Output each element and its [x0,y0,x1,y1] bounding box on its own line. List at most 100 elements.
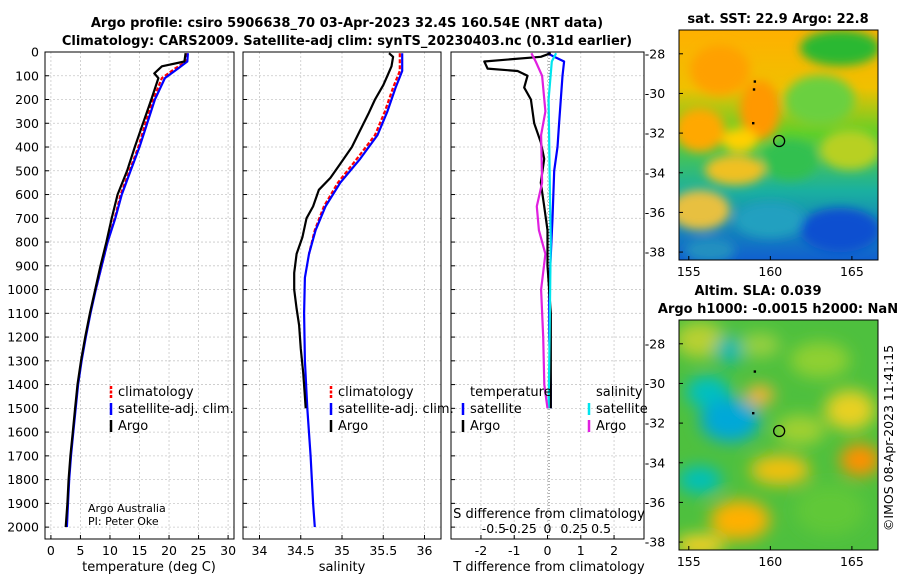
salinity-axes-frame [242,51,442,540]
depth-tick-label: 1000 [7,282,39,297]
difference-grid [451,51,644,539]
figure-title-line2: Climatology: CARS2009. Satellite-adj cli… [62,34,632,49]
depth-tick-label: 1300 [7,353,39,368]
x-tick-label: 20 [161,543,177,558]
longitude-tick-label: 165 [840,264,864,279]
s-diff-tick-label: 0.5 [591,521,611,536]
x-tick-label: -2 [475,543,487,558]
legend-title-salinity: salinity [596,385,643,400]
s-diff-tick-label: -0.5 [482,521,506,536]
series-line-argo [293,52,395,409]
legend-label-climatology: climatology [338,385,414,400]
legend-label-argo: Argo [338,419,368,434]
legend-label-satellite: satellite-adj. clim. [338,402,454,417]
legend-label-s-satellite: satellite [596,402,648,417]
depth-tick-label: 200 [15,92,39,107]
salinity-grid [243,51,441,539]
latitude-tick-label: -36 [645,495,665,510]
sst-map-panel: sat. SST: 22.9 Argo: 22.8 155 160 165 -28 -3… [645,12,879,279]
sst-field-image [679,30,878,260]
latitude-tick-label: -32 [645,126,665,141]
latitude-tick-label: -32 [645,416,665,431]
sla-map-title-line1: Altim. SLA: 0.039 [695,284,822,299]
x-tick-label: 1 [577,543,585,558]
series-line-climatology [94,53,188,290]
latitude-tick-label: -38 [645,535,665,550]
latitude-tick-label: -30 [645,86,665,101]
temperature-grid [45,51,234,539]
argo-position-marker [773,134,786,148]
difference-panel: -2 -1 0 1 2 -0.5-0.25 0 0.25 0.5 S difference fr… [450,51,648,575]
longitude-tick-label: 155 [677,264,701,279]
legend-label-t-argo: Argo [470,419,500,434]
series-line-s-argo [530,52,549,409]
x-tick-label: 10 [102,543,118,558]
longitude-tick-label: 165 [840,554,864,569]
credit-pi-name: PI: Peter Oke [88,515,159,528]
legend-label-satellite: satellite-adj. clim. [118,402,234,417]
depth-tick-label: 1600 [7,425,39,440]
x-tick-label: 36 [417,543,433,558]
depth-tick-label: 1700 [7,448,39,463]
depth-tick-label: 1100 [7,306,39,321]
previous-position-marker [752,88,756,91]
previous-position-marker [753,80,757,83]
salinity-legend: climatology satellite-adj. clim. Argo [329,385,454,434]
depth-tick-label: 500 [15,163,39,178]
temperature-xlabel: temperature (deg C) [82,560,216,575]
depth-tick-label: 1900 [7,496,39,511]
x-tick-label: -1 [508,543,520,558]
sla-map-frame [678,319,879,551]
legend-label-s-argo: Argo [596,419,626,434]
depth-tick-label: 900 [15,258,39,273]
sla-map-panel: Altim. SLA: 0.039 Argo h1000: -0.0015 h2… [645,284,898,569]
salinity-panel: 34 34.5 35 35.5 36 salinity climatology sate… [242,51,454,575]
longitude-tick-label: 160 [758,264,782,279]
x-tick-label: 0 [47,543,55,558]
latitude-tick-label: -36 [645,205,665,220]
previous-position-marker [752,121,755,125]
x-tick-label: 5 [76,543,84,558]
x-tick-label: 15 [132,543,148,558]
credit-argo-australia: Argo Australia [88,502,166,515]
previous-position-marker [752,411,755,415]
latitude-tick-label: -34 [645,165,665,180]
sla-map-title-line2: Argo h1000: -0.0015 h2000: NaN [658,302,898,317]
latitude-tick-label: -30 [645,376,665,391]
sst-map-frame [678,29,879,261]
depth-tick-label: 700 [15,211,39,226]
x-tick-label: 34 [252,543,268,558]
legend-title-temperature: temperature [470,385,552,400]
difference-legend: temperature salinity satellite Argo sate… [461,385,648,434]
latitude-tick-label: -28 [645,336,665,351]
depth-tick-label: 600 [15,187,39,202]
depth-tick-label: 2000 [7,520,39,535]
x-tick-label: 25 [191,543,207,558]
temperature-panel: 0100200300400500600700800900100011001200… [7,45,236,576]
series-line-climatology [307,53,401,255]
temperature-legend: climatology satellite-adj. clim. Argo [109,385,234,434]
series-line-s-satellite [547,52,558,409]
x-tick-label: 2 [610,543,618,558]
depth-tick-label: 1800 [7,472,39,487]
argo-position-marker [773,424,786,438]
x-tick-label: 35 [334,543,350,558]
s-diff-tick-label: -0.25 [505,521,537,536]
salinity-difference-xlabel: S difference from climatology [453,507,645,522]
imos-timestamp: ©IMOS 08-Apr-2023 11:41:15 [881,345,896,531]
temperature-axes-frame [44,51,235,540]
sst-map-title: sat. SST: 22.9 Argo: 22.8 [687,12,868,27]
legend-label-argo: Argo [118,419,148,434]
x-tick-label: 0 [544,543,552,558]
difference-axes-frame [450,51,645,540]
legend-label-climatology: climatology [118,385,194,400]
depth-tick-label: 1200 [7,330,39,345]
sla-field-image [679,320,878,550]
latitude-tick-label: -34 [645,455,665,470]
s-diff-tick-label: 0.25 [560,521,588,536]
latitude-tick-label: -28 [645,46,665,61]
longitude-tick-label: 155 [677,554,701,569]
x-tick-label: 34.5 [287,543,315,558]
series-line-argo [64,53,187,528]
